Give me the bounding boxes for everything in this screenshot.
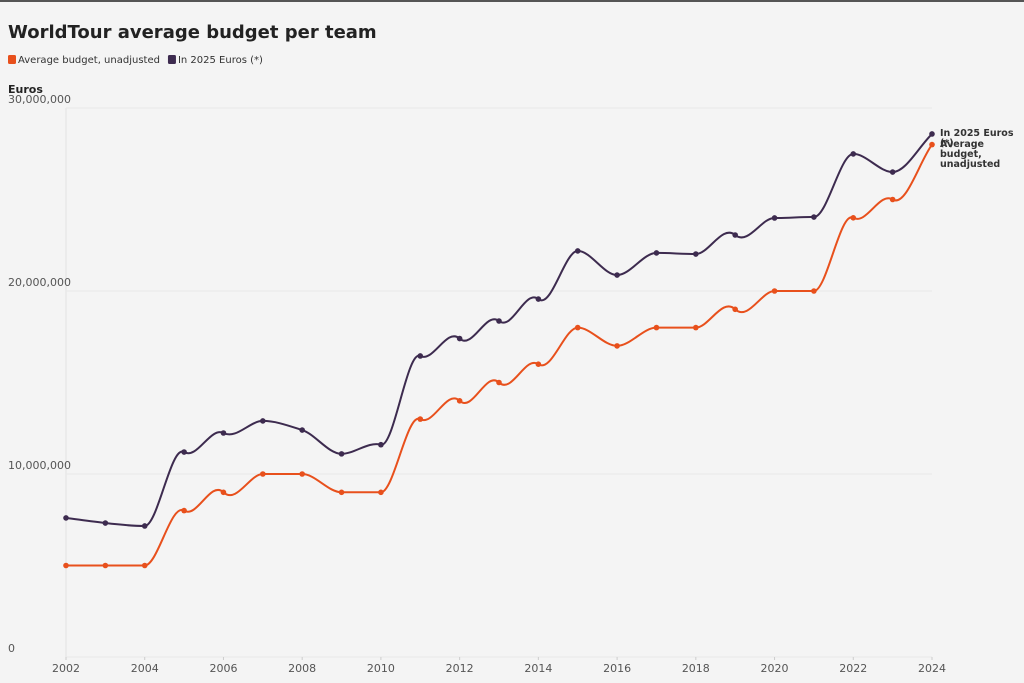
- line: [66, 144, 933, 567]
- x-tick-label: 2002: [52, 662, 80, 675]
- point: [811, 288, 817, 294]
- x-tick-label: 2016: [603, 662, 631, 675]
- point: [850, 215, 857, 221]
- point: [417, 416, 424, 422]
- x-tick-label: 2022: [839, 662, 867, 675]
- legend-swatch: [8, 55, 16, 64]
- point: [141, 562, 148, 569]
- x-tick-label: 2020: [761, 662, 789, 675]
- point: [535, 296, 542, 302]
- point: [889, 196, 896, 203]
- point: [378, 489, 384, 496]
- point: [693, 324, 699, 331]
- point: [732, 306, 738, 313]
- point: [614, 272, 620, 278]
- point: [299, 427, 305, 433]
- x-tick-label: 2004: [131, 662, 159, 675]
- point: [102, 562, 109, 569]
- end-label: Average budget, unadjusted: [940, 138, 1001, 170]
- end-label: In 2025 Euros (*): [940, 127, 1014, 149]
- y-tick-label: 0: [8, 642, 15, 655]
- point: [102, 520, 109, 526]
- legend-label: In 2025 Euros (*): [178, 55, 263, 66]
- legend-swatch: [167, 55, 176, 64]
- y-tick-label: 10,000,000: [8, 459, 71, 472]
- point: [63, 515, 69, 521]
- point: [181, 507, 187, 514]
- point: [417, 353, 424, 359]
- point: [850, 151, 857, 157]
- x-tick-label: 2014: [524, 662, 552, 675]
- point: [535, 361, 542, 368]
- point: [220, 430, 227, 436]
- x-tick-label: 2010: [367, 662, 395, 675]
- point: [141, 523, 148, 529]
- y-tick-label: 30,000,000: [8, 93, 71, 106]
- point: [338, 451, 345, 457]
- point: [771, 288, 778, 294]
- point: [496, 379, 502, 386]
- x-tick-label: 2024: [918, 662, 946, 675]
- x-tick-label: 2018: [682, 662, 710, 675]
- point: [338, 489, 345, 496]
- point: [63, 562, 69, 569]
- y-tick-label: 20,000,000: [8, 276, 71, 289]
- x-tick-label: 2006: [209, 662, 237, 675]
- point: [771, 215, 778, 221]
- point: [732, 232, 738, 238]
- legend-label: Average budget, unadjusted: [18, 55, 160, 66]
- chart-title: WorldTour average budget per team: [8, 22, 377, 43]
- point: [574, 324, 581, 331]
- x-tick-label: 2008: [288, 662, 316, 675]
- point: [574, 248, 581, 254]
- point: [614, 343, 620, 349]
- point: [889, 169, 896, 175]
- point: [299, 471, 305, 477]
- x-tick-label: 2012: [446, 662, 474, 675]
- point: [653, 250, 660, 256]
- point: [456, 398, 463, 404]
- point: [929, 141, 935, 148]
- point: [220, 489, 227, 496]
- point: [378, 441, 384, 448]
- point: [653, 324, 660, 331]
- point: [929, 131, 935, 137]
- point: [496, 318, 502, 324]
- point: [260, 418, 266, 424]
- point: [811, 214, 817, 220]
- point: [181, 449, 187, 455]
- line: [65, 133, 933, 527]
- point: [456, 335, 463, 342]
- point: [693, 251, 699, 257]
- point: [260, 471, 266, 477]
- y-axis-label: Euros: [8, 83, 43, 96]
